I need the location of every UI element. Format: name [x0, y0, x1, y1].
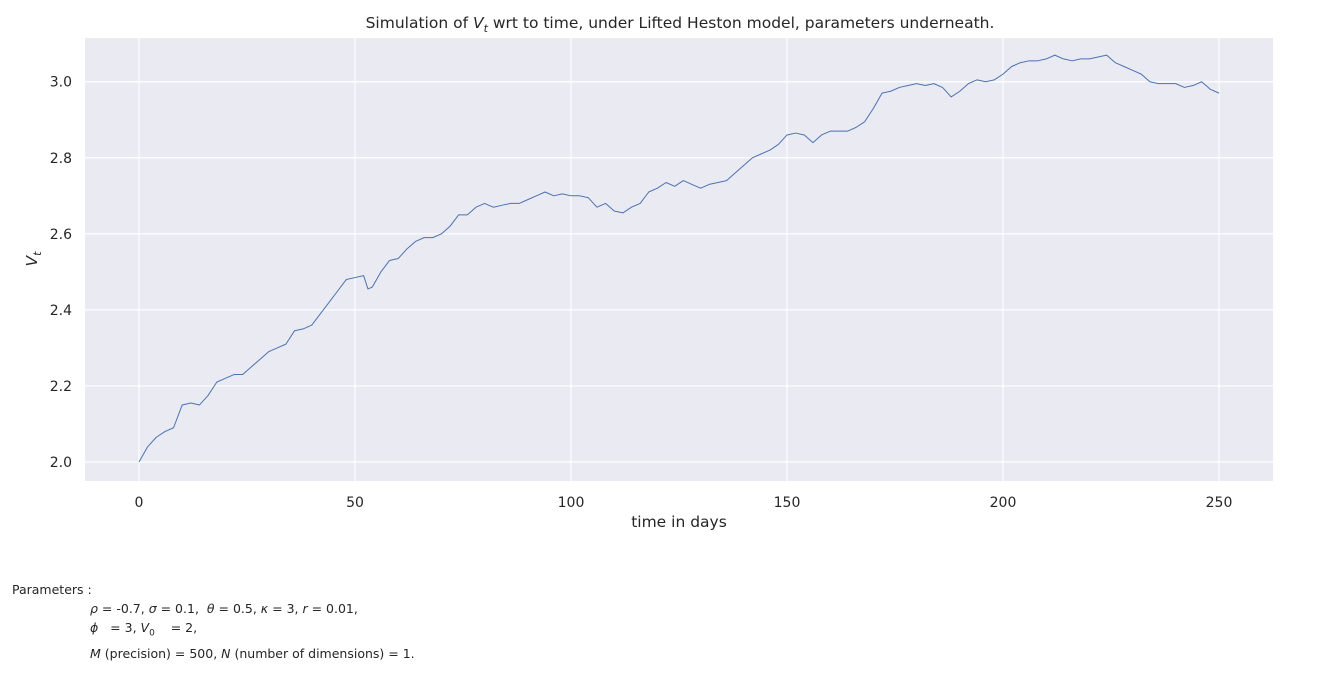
parameters-line-2: ϕ = 3, V0 = 2,	[90, 618, 415, 644]
x-tick-label: 150	[774, 495, 801, 511]
parameter-value: = 3,	[98, 620, 141, 635]
y-axis-label: Vt	[23, 251, 44, 267]
parameter-symbol: V	[140, 620, 150, 635]
parameter-value: = 0.1,	[156, 601, 207, 616]
x-tick-label: 200	[990, 495, 1017, 511]
plot-area	[85, 38, 1273, 481]
parameter-value: = 0.5,	[214, 601, 261, 616]
x-tick-label: 0	[135, 495, 144, 511]
series-line	[138, 54, 1220, 463]
parameter-symbol: N	[221, 645, 231, 661]
y-tick-label: 2.2	[50, 379, 72, 395]
parameters-line-3: M (precision) = 500, N (number of dimens…	[90, 644, 415, 663]
x-axis-label: time in days	[631, 513, 727, 531]
parameter-symbol: κ	[260, 601, 269, 616]
x-axis-ticks: 0 50 100 150 200 250	[135, 495, 1233, 511]
x-tick-label: 50	[346, 495, 364, 511]
parameters-header: Parameters :	[12, 582, 92, 597]
line-chart: 0 50 100 150 200 250 2.0 2.2 2.4 2.6 2.8 3.0 Simul…	[23, 14, 1273, 531]
parameters-line-1: ρ = -0.7, σ = 0.1, θ = 0.5, κ = 3, r = 0…	[90, 599, 415, 618]
y-tick-label: 2.6	[50, 227, 72, 243]
y-tick-label: 3.0	[50, 75, 72, 91]
parameter-value: = 3,	[268, 601, 303, 616]
parameter-symbol: M	[90, 645, 101, 661]
parameter-value: (number of dimensions) = 1.	[230, 645, 415, 661]
parameters-block: Parameters : ρ = -0.7, σ = 0.1, θ = 0.5,…	[12, 580, 415, 663]
y-tick-label: 2.4	[50, 303, 72, 319]
chart-title: Simulation of Vt wrt to time, under Lift…	[366, 14, 995, 35]
y-axis-ticks: 2.0 2.2 2.4 2.6 2.8 3.0	[50, 75, 72, 471]
parameter-subscript: 0	[149, 628, 155, 639]
parameter-value: (precision) = 500,	[100, 645, 222, 661]
parameter-symbol: r	[302, 601, 308, 616]
series-group	[138, 54, 1220, 463]
parameter-value: = 0.01,	[307, 601, 358, 616]
parameter-symbol: ϕ	[90, 620, 99, 635]
x-tick-label: 250	[1206, 495, 1233, 511]
parameter-value: = 2,	[154, 620, 198, 635]
parameter-symbol: θ	[206, 601, 215, 616]
y-tick-label: 2.0	[50, 455, 72, 471]
x-tick-label: 100	[558, 495, 585, 511]
grid-lines	[85, 38, 1273, 481]
parameter-symbol: ρ	[90, 601, 98, 616]
parameter-value: = -0.7,	[97, 601, 149, 616]
parameter-symbol: σ	[148, 601, 157, 616]
y-tick-label: 2.8	[50, 151, 72, 167]
